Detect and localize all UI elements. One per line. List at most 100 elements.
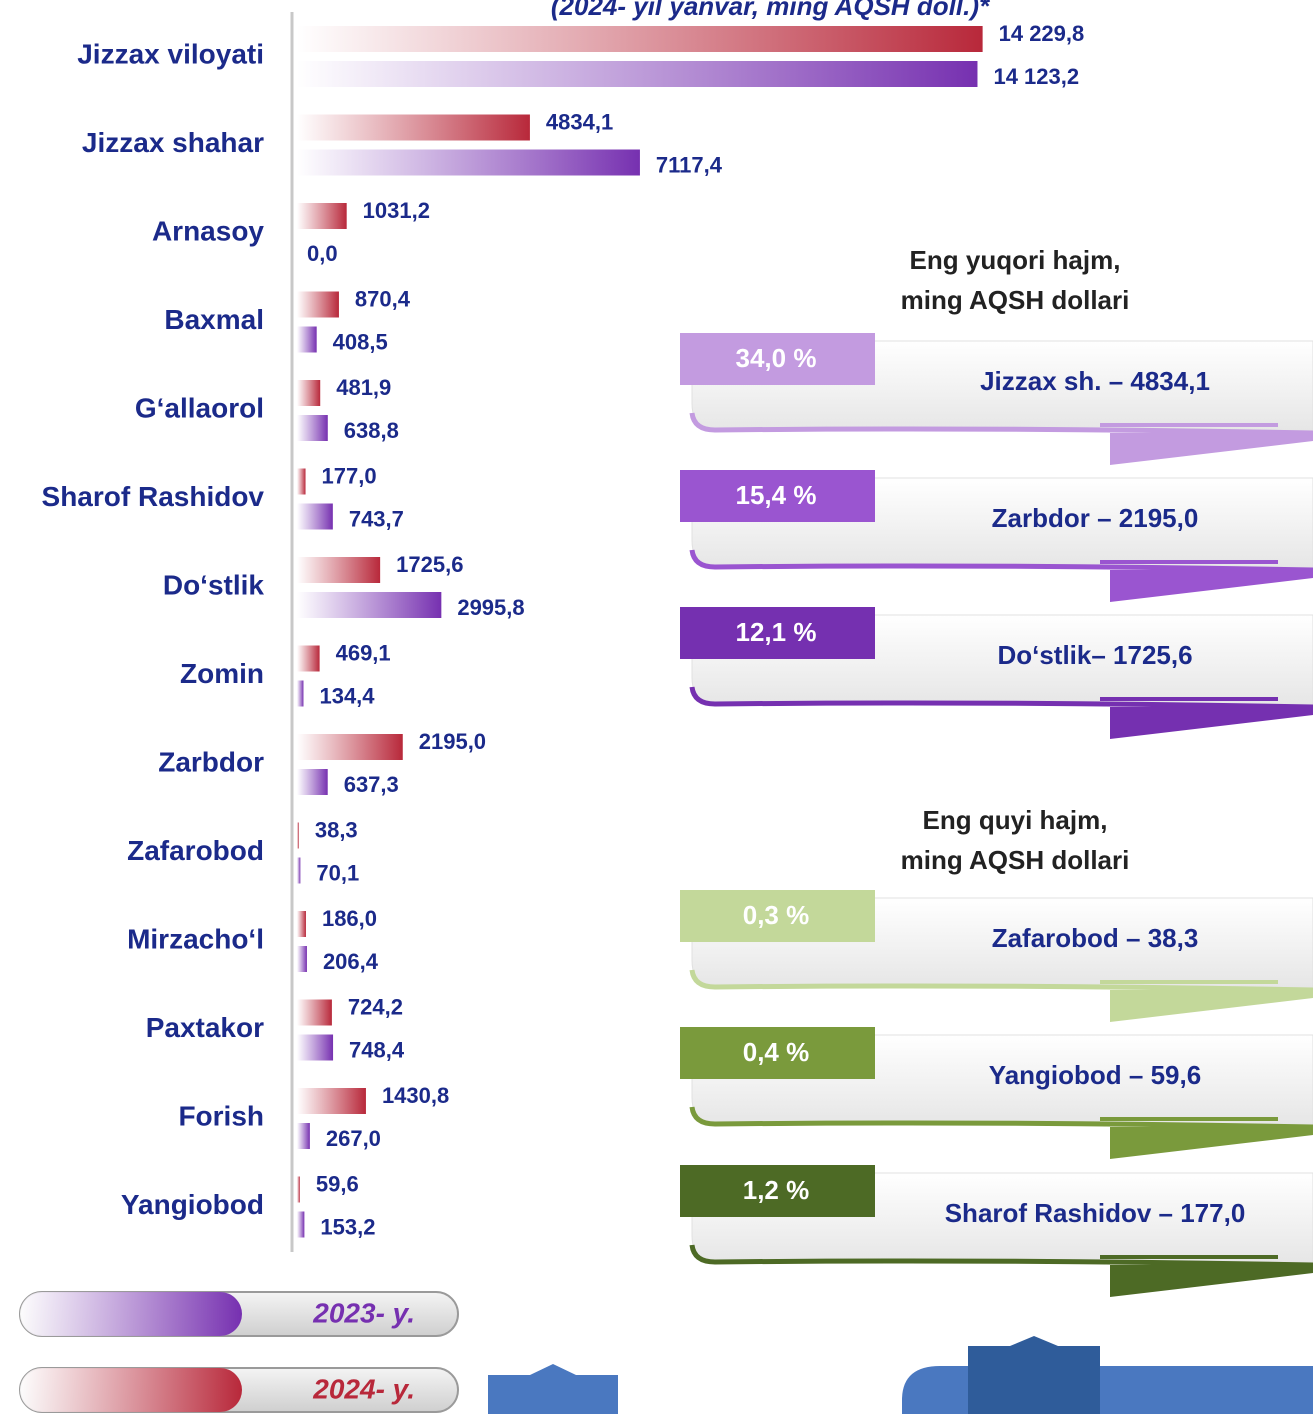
card-flag [1110,1265,1313,1297]
legend-item: 2024- y. [19,1367,459,1413]
value-label: 38,3 [315,817,358,842]
value-label: 267,0 [326,1126,381,1151]
bar [297,592,442,618]
value-label: 469,1 [336,640,391,665]
card-share: 12,1 % [736,617,817,647]
bar [297,680,304,707]
card-edge [689,686,1313,710]
bar [297,1211,305,1238]
card: 0,4 % Yangiobod – 59,6 [680,1027,1313,1159]
decor [1010,1336,1058,1346]
category-label: Do‘stlik [163,569,265,600]
legend-swatch [20,1292,242,1336]
bar [297,1176,300,1203]
card-flag [1110,433,1313,465]
category-label: Baxmal [164,304,264,335]
category-label: G‘allaorol [135,392,264,423]
bar [297,114,530,141]
category-label: Paxtakor [146,1012,264,1043]
value-label: 177,0 [322,463,377,488]
bar [297,769,328,795]
value-label: 870,4 [355,286,411,311]
bar [297,26,983,52]
card-tab [680,1027,875,1079]
category-label: Sharof Rashidov [42,481,265,512]
card: 34,0 % Jizzax sh. – 4834,1 [680,333,1313,465]
card-share: 1,2 % [743,1175,810,1205]
legend-label: 2024- y. [312,1373,415,1404]
card-edge [689,549,1313,573]
value-label: 206,4 [323,949,379,974]
card-tab [680,890,875,942]
card: 1,2 % Sharof Rashidov – 177,0 [680,1165,1313,1297]
decor [968,1346,1100,1414]
decor [902,1366,1313,1414]
category-label: Yangiobod [121,1189,264,1220]
card-edge [689,1106,1313,1130]
card-share: 0,3 % [743,900,810,930]
card-flag [1110,1127,1313,1159]
value-label: 638,8 [344,418,399,443]
card: 12,1 % Do‘stlik– 1725,6 [680,607,1313,739]
card-flag [1110,707,1313,739]
panel-title: Eng quyi hajm, [923,805,1108,835]
bar [297,645,320,672]
card-label: Yangiobod – 59,6 [989,1060,1201,1090]
value-label: 2995,8 [457,595,524,620]
chart-subtitle: (2024- yil yanvar, ming AQSH doll.)* [551,0,991,21]
value-label: 134,4 [319,683,375,708]
value-label: 1430,8 [382,1083,449,1108]
value-label: 748,4 [349,1037,405,1062]
bar [297,1034,334,1061]
value-label: 59,6 [316,1171,359,1196]
card: 15,4 % Zarbdor – 2195,0 [680,470,1313,602]
bar [297,557,381,583]
value-label: 4834,1 [546,109,613,134]
card-flag [1110,990,1313,1022]
card-share: 0,4 % [743,1037,810,1067]
category-label: Zafarobod [127,835,264,866]
legend-swatch [20,1368,242,1412]
value-label: 14 229,8 [999,21,1085,46]
value-label: 408,5 [333,329,388,354]
bar [297,61,978,87]
value-label: 186,0 [322,906,377,931]
bar [297,203,347,229]
legend-label: 2023- y. [312,1297,415,1328]
value-label: 153,2 [320,1214,375,1239]
card-label: Sharof Rashidov – 177,0 [945,1198,1246,1228]
category-label: Jizzax viloyati [77,38,264,69]
panel-unit: ming AQSH dollari [901,285,1130,315]
category-label: Forish [178,1100,264,1131]
bar [297,857,301,884]
value-label: 7117,4 [656,152,723,177]
card-tab [680,1165,875,1217]
legend-item: 2023- y. [19,1291,459,1337]
bar [297,468,306,495]
bar [297,946,307,972]
value-label: 481,9 [336,375,391,400]
bar [297,999,332,1026]
bar [297,503,333,530]
decor [488,1375,618,1414]
card-label: Zarbdor – 2195,0 [992,503,1199,533]
value-label: 743,7 [349,506,404,531]
bar [297,911,306,937]
card: 0,3 % Zafarobod – 38,3 [680,890,1313,1022]
value-label: 1031,2 [363,198,430,223]
bar [297,1123,310,1149]
card-tab [680,470,875,522]
card-label: Zafarobod – 38,3 [992,923,1199,953]
card-share: 15,4 % [736,480,817,510]
card-label: Do‘stlik– 1725,6 [997,640,1192,670]
bar [297,380,321,406]
category-label: Zomin [180,658,264,689]
bar [297,291,339,318]
panel-unit: ming AQSH dollari [901,845,1130,875]
value-label: 724,2 [348,994,403,1019]
decor [530,1364,576,1375]
card-tab [680,607,875,659]
value-label: 14 123,2 [993,64,1079,89]
card-flag [1110,570,1313,602]
category-label: Jizzax shahar [82,127,264,158]
